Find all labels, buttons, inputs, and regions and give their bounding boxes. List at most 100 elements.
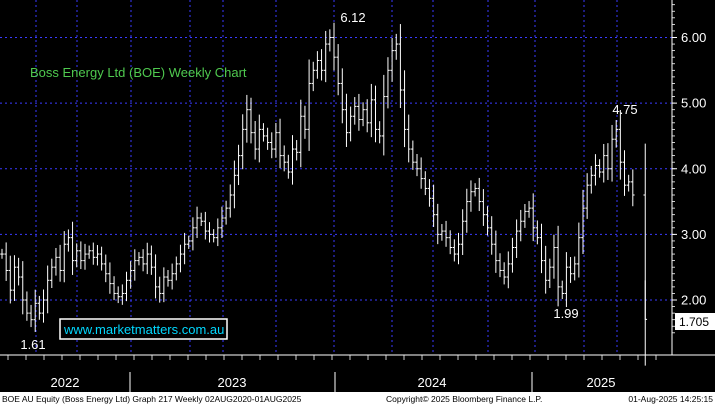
ohlc-bar — [328, 29, 332, 52]
ohlc-bar — [394, 33, 399, 60]
ohlc-bar — [431, 184, 436, 227]
ohlc-bar — [245, 94, 249, 143]
ohlc-bar — [174, 256, 179, 281]
ohlc-bar — [8, 255, 13, 304]
ohlc-bar — [116, 286, 120, 304]
ohlc-bar — [70, 221, 75, 275]
ohlc-bar — [344, 93, 349, 147]
ohlc-bar — [365, 99, 369, 133]
ohlc-bar — [41, 289, 46, 323]
ohlc-bar — [99, 246, 104, 271]
ohlc-bar — [369, 83, 374, 138]
price-annotation: 6.12 — [340, 10, 365, 25]
ohlc-bar — [348, 106, 353, 142]
watermark-text: www.marketmatters.com.au — [63, 322, 224, 337]
ohlc-bar — [465, 188, 469, 233]
ohlc-bar — [286, 154, 291, 179]
ohlc-bar — [535, 220, 540, 245]
ohlc-bar — [506, 251, 511, 289]
ohlc-bar — [406, 114, 411, 163]
ohlc-bar — [257, 114, 262, 163]
ohlc-bar — [340, 68, 345, 124]
ohlc-bar — [303, 105, 307, 139]
price-bars — [0, 22, 648, 366]
ohlc-bar — [510, 237, 515, 273]
ohlc-bar — [631, 169, 635, 207]
ohlc-bar — [166, 269, 170, 287]
ohlc-bar — [390, 37, 394, 82]
ohlc-bar — [265, 127, 270, 150]
ohlc-bar — [4, 242, 8, 281]
ohlc-bar — [361, 102, 365, 127]
chart-title: Boss Energy Ltd (BOE) Weekly Chart — [30, 65, 247, 80]
ohlc-bar — [95, 245, 100, 266]
ohlc-bar — [593, 154, 598, 186]
ohlc-bar — [386, 57, 390, 109]
ohlc-bar — [440, 224, 444, 241]
ohlc-bar — [539, 223, 544, 274]
ohlc-bar — [556, 225, 560, 307]
ohlc-bar — [137, 252, 141, 266]
y-tick-label: 4.00 — [681, 161, 706, 176]
x-year-label: 2022 — [51, 375, 80, 390]
ohlc-bar — [141, 249, 145, 272]
ohlc-bar — [232, 160, 237, 209]
ohlc-bar — [502, 262, 506, 285]
ohlc-bar — [74, 243, 79, 268]
ohlc-bar — [16, 257, 21, 286]
ohlc-bar — [423, 171, 428, 196]
ohlc-bar — [207, 222, 212, 243]
ohlc-bar — [29, 304, 33, 328]
ohlc-bar — [531, 193, 535, 242]
ohlc-bar — [62, 231, 67, 283]
ohlc-bar — [50, 258, 54, 288]
ohlc-bar — [120, 284, 125, 305]
ohlc-bar — [228, 184, 233, 218]
ohlc-bar — [153, 254, 158, 299]
ohlc-bar — [79, 241, 83, 270]
ohlc-bar — [87, 245, 91, 259]
ohlc-bar — [444, 220, 448, 247]
ohlc-bar — [45, 265, 50, 314]
ohlc-bar — [514, 219, 519, 258]
ohlc-bar — [203, 211, 208, 240]
ohlc-bar — [66, 229, 71, 252]
watermark-box — [59, 318, 228, 340]
ohlc-bar — [456, 232, 461, 265]
ohlc-bar — [523, 204, 527, 228]
ohlc-bar — [398, 24, 403, 109]
ohlc-bar — [323, 30, 328, 83]
footer-right-text: 01-Aug-2025 14:25:15 — [628, 394, 713, 404]
y-tick-label: 3.00 — [681, 227, 706, 242]
x-year-label: 2023 — [218, 375, 247, 390]
ohlc-bar — [162, 267, 166, 303]
ohlc-bar — [294, 140, 299, 161]
ohlc-bar — [282, 145, 286, 172]
ohlc-bar — [37, 295, 42, 320]
ohlc-bar — [606, 143, 610, 180]
annotations: 6.12 4.75 1.99 1.61 — [20, 10, 637, 352]
ohlc-bar — [527, 201, 531, 218]
footer-center-text: Copyright© 2025 Bloomberg Finance L.P. — [386, 394, 542, 404]
ohlc-bar — [220, 206, 224, 239]
last-price-label: 1.705 — [679, 315, 709, 329]
ohlc-bar — [133, 249, 137, 281]
ohlc-bar — [253, 121, 257, 160]
ohlc-bar — [548, 258, 552, 288]
ohlc-bar — [460, 209, 465, 255]
ohlc-bar — [290, 135, 295, 185]
ohlc-bar — [402, 70, 407, 148]
ohlc-bar — [103, 254, 108, 283]
ohlc-bar — [427, 179, 432, 207]
ohlc-bar — [112, 276, 116, 301]
ohlc-bar — [577, 222, 581, 278]
ohlc-bar — [373, 85, 378, 143]
ohlc-bar — [319, 49, 324, 81]
ohlc-bar — [589, 165, 594, 194]
ohlc-bar — [299, 99, 303, 168]
ohlc-bar — [149, 245, 154, 275]
footer-bar — [0, 392, 715, 406]
ohlc-bar — [224, 200, 228, 225]
